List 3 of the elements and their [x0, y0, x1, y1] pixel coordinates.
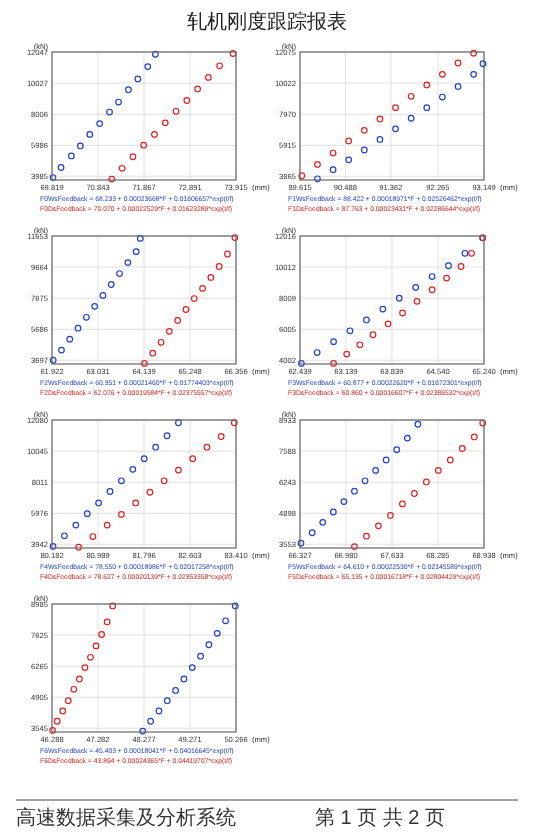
text: 高速数据采集及分析系统: [16, 806, 236, 830]
text: 第 1 页 共 2 页: [314, 806, 446, 830]
chart-title: 轧机刚度跟踪报表: [187, 10, 347, 34]
